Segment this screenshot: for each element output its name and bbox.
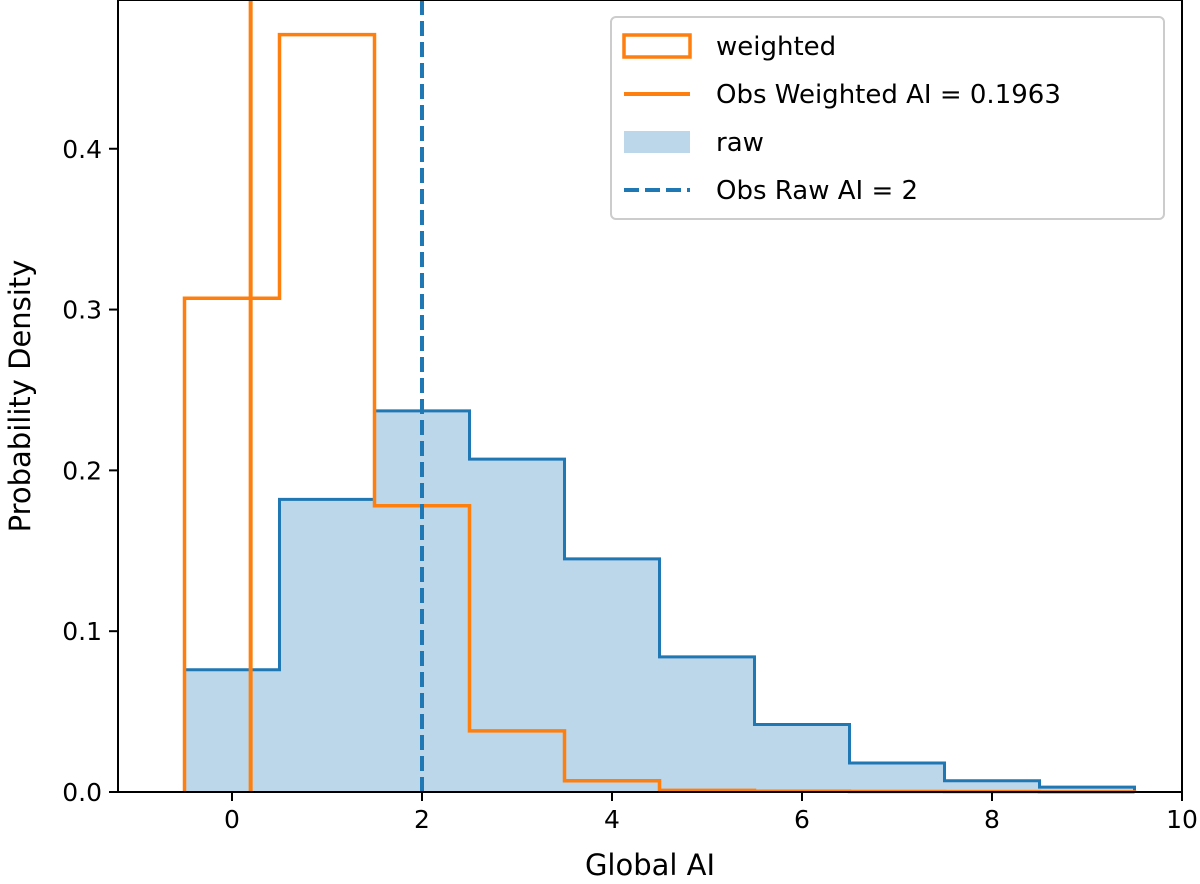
x-tick-label: 0 [224,805,240,834]
x-tick-label: 10 [1166,805,1198,834]
weighted-bar [565,781,660,792]
weighted-bar [470,731,565,792]
legend: weighted Obs Weighted AI = 0.1963 raw Obs R… [610,16,1165,220]
raw-bar [659,656,755,792]
raw-bar [279,499,375,792]
raw-bar [564,558,660,792]
raw-bar [1039,787,1135,792]
plot-area [182,0,1137,794]
axes-frame [117,0,1183,793]
legend-weighted-swatch [622,33,692,59]
legend-box [610,16,1165,220]
x-tick-label: 6 [794,805,810,834]
x-tick-label: 4 [604,805,620,834]
legend-label: Obs Raw AI = 2 [716,176,918,206]
raw-bar [849,763,945,792]
raw-bar [754,724,850,792]
y-tick-label: 0.1 [62,617,102,646]
y-tick-label: 0.0 [62,778,102,807]
weighted-bar [280,35,375,792]
raw-bar [944,780,1040,792]
raw-bar [184,669,280,792]
x-tick-label: 2 [414,805,430,834]
y-tick-label: 0.2 [62,456,102,485]
legend-label: Obs Weighted AI = 0.1963 [716,80,1061,110]
legend-raw-swatch [624,131,690,153]
y-tick-label: 0.4 [62,135,102,164]
x-tick-label: 8 [984,805,1000,834]
weighted-bar [185,298,280,792]
axes: 0 2 4 6 8 10 0.0 0.1 0.2 0.3 0.4 [62,0,1198,834]
y-axis-label: Probability Density [3,260,37,533]
x-axis-label: Global AI [585,848,715,882]
legend-label: weighted [716,32,836,62]
raw-bar [469,459,565,792]
raw-series-outline [183,409,1136,792]
y-tick-label: 0.3 [62,296,102,325]
legend-label: raw [716,128,764,158]
